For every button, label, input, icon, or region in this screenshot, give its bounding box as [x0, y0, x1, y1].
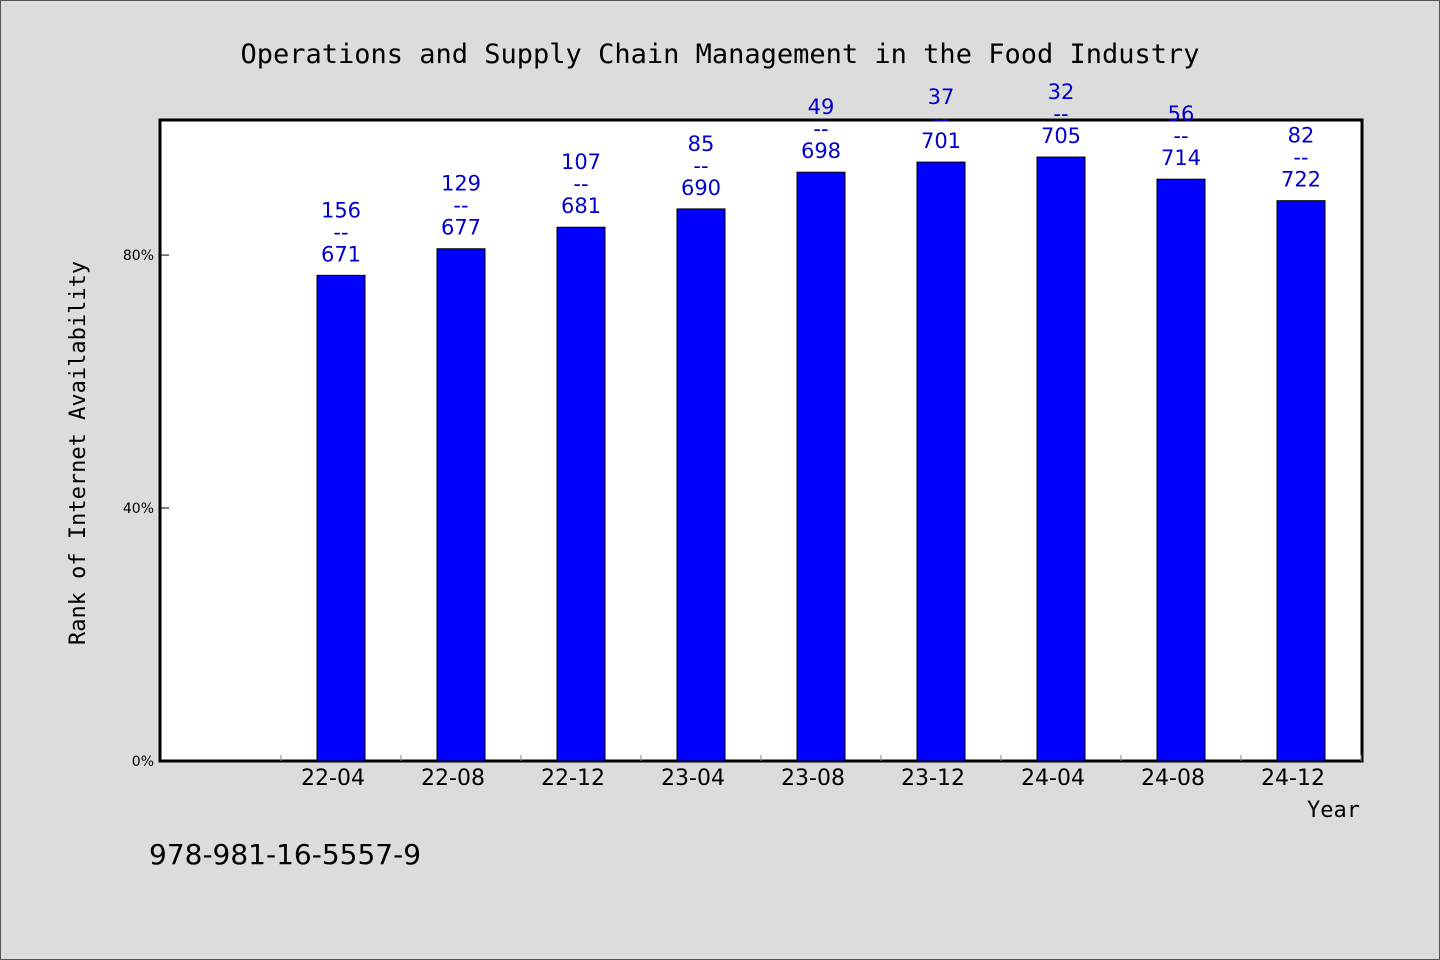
bar-22-08	[436, 248, 486, 762]
x-axis: 22-04 22-08 22-12 23-04 23-08 23-12 24-04 24-08…	[280, 755, 1362, 791]
y-axis: 0% 40% 80%	[123, 248, 169, 770]
bar-label-23-12-line-1: 37	[928, 85, 955, 109]
y-tick-label-80: 80%	[123, 248, 154, 264]
bar-label-22-12-line-1: 107	[561, 150, 601, 174]
bar-label-24-12-line-3: 722	[1281, 168, 1321, 192]
x-tick-label-22-04: 22-04	[301, 766, 365, 791]
bar-label-22-04-line-1: 156	[321, 198, 361, 222]
bar-24-08	[1156, 178, 1206, 762]
bar-label-23-04-line-3: 690	[681, 176, 721, 200]
bar-label-23-04-line-2: --	[693, 154, 708, 178]
bar-label-22-08-line-1: 129	[441, 172, 481, 196]
x-tick-label-23-12: 23-12	[901, 766, 965, 791]
bars-layer	[316, 156, 1326, 762]
bar-label-22-04-line-2: --	[333, 220, 348, 244]
x-tick-label-23-04: 23-04	[661, 766, 725, 791]
bar-23-08	[796, 171, 846, 762]
y-tick-label-0: 0%	[132, 754, 154, 770]
bar-22-12	[556, 226, 606, 762]
isbn-number: 978-981-16-5557-9	[149, 838, 421, 871]
x-tick-label-24-12: 24-12	[1261, 766, 1325, 791]
bar-label-24-12-line-1: 82	[1288, 124, 1315, 148]
bar-label-22-12-line-2: --	[573, 172, 588, 196]
bar-label-22-08-line-2: --	[453, 194, 468, 218]
bar-24-12	[1276, 200, 1326, 762]
bar-labels-layer: 156--671129--677107--68185--69049--69837…	[321, 80, 1321, 266]
bar-label-24-04-line-1: 32	[1048, 80, 1075, 104]
x-tick-label-24-08: 24-08	[1141, 766, 1205, 791]
bar-label-24-08-line-1: 56	[1168, 102, 1195, 126]
bar-label-22-04-line-3: 671	[321, 242, 361, 266]
bar-23-04	[676, 208, 726, 762]
bar-label-23-08-line-3: 698	[801, 139, 841, 163]
bar-label-23-04-line-1: 85	[688, 132, 715, 156]
x-axis-title: Year	[1307, 798, 1360, 823]
bar-label-24-04-line-2: --	[1053, 102, 1068, 126]
x-tick-label-22-12: 22-12	[541, 766, 605, 791]
bar-label-23-08-line-2: --	[813, 117, 828, 141]
y-axis-title: Rank of Internet Availability	[66, 261, 91, 645]
x-tick-label-23-08: 23-08	[781, 766, 845, 791]
bar-24-04	[1036, 156, 1086, 762]
bar-label-24-12-line-2: --	[1293, 146, 1308, 170]
bar-label-24-08-line-3: 714	[1161, 146, 1201, 170]
bar-label-23-12-line-3: 701	[921, 129, 961, 153]
y-tick-label-40: 40%	[123, 501, 154, 517]
chart-title: Operations and Supply Chain Management i…	[240, 39, 1199, 70]
bar-label-24-08-line-2: --	[1173, 124, 1188, 148]
bar-label-24-04-line-3: 705	[1041, 124, 1081, 148]
bar-label-22-08-line-3: 677	[441, 216, 481, 240]
bar-23-12	[916, 161, 966, 762]
x-tick-label-24-04: 24-04	[1021, 766, 1085, 791]
bar-label-22-12-line-3: 681	[561, 194, 601, 218]
bar-22-04	[316, 274, 366, 762]
x-tick-label-22-08: 22-08	[421, 766, 485, 791]
bar-label-23-12-line-2: --	[933, 107, 948, 131]
bar-label-23-08-line-1: 49	[808, 95, 835, 119]
